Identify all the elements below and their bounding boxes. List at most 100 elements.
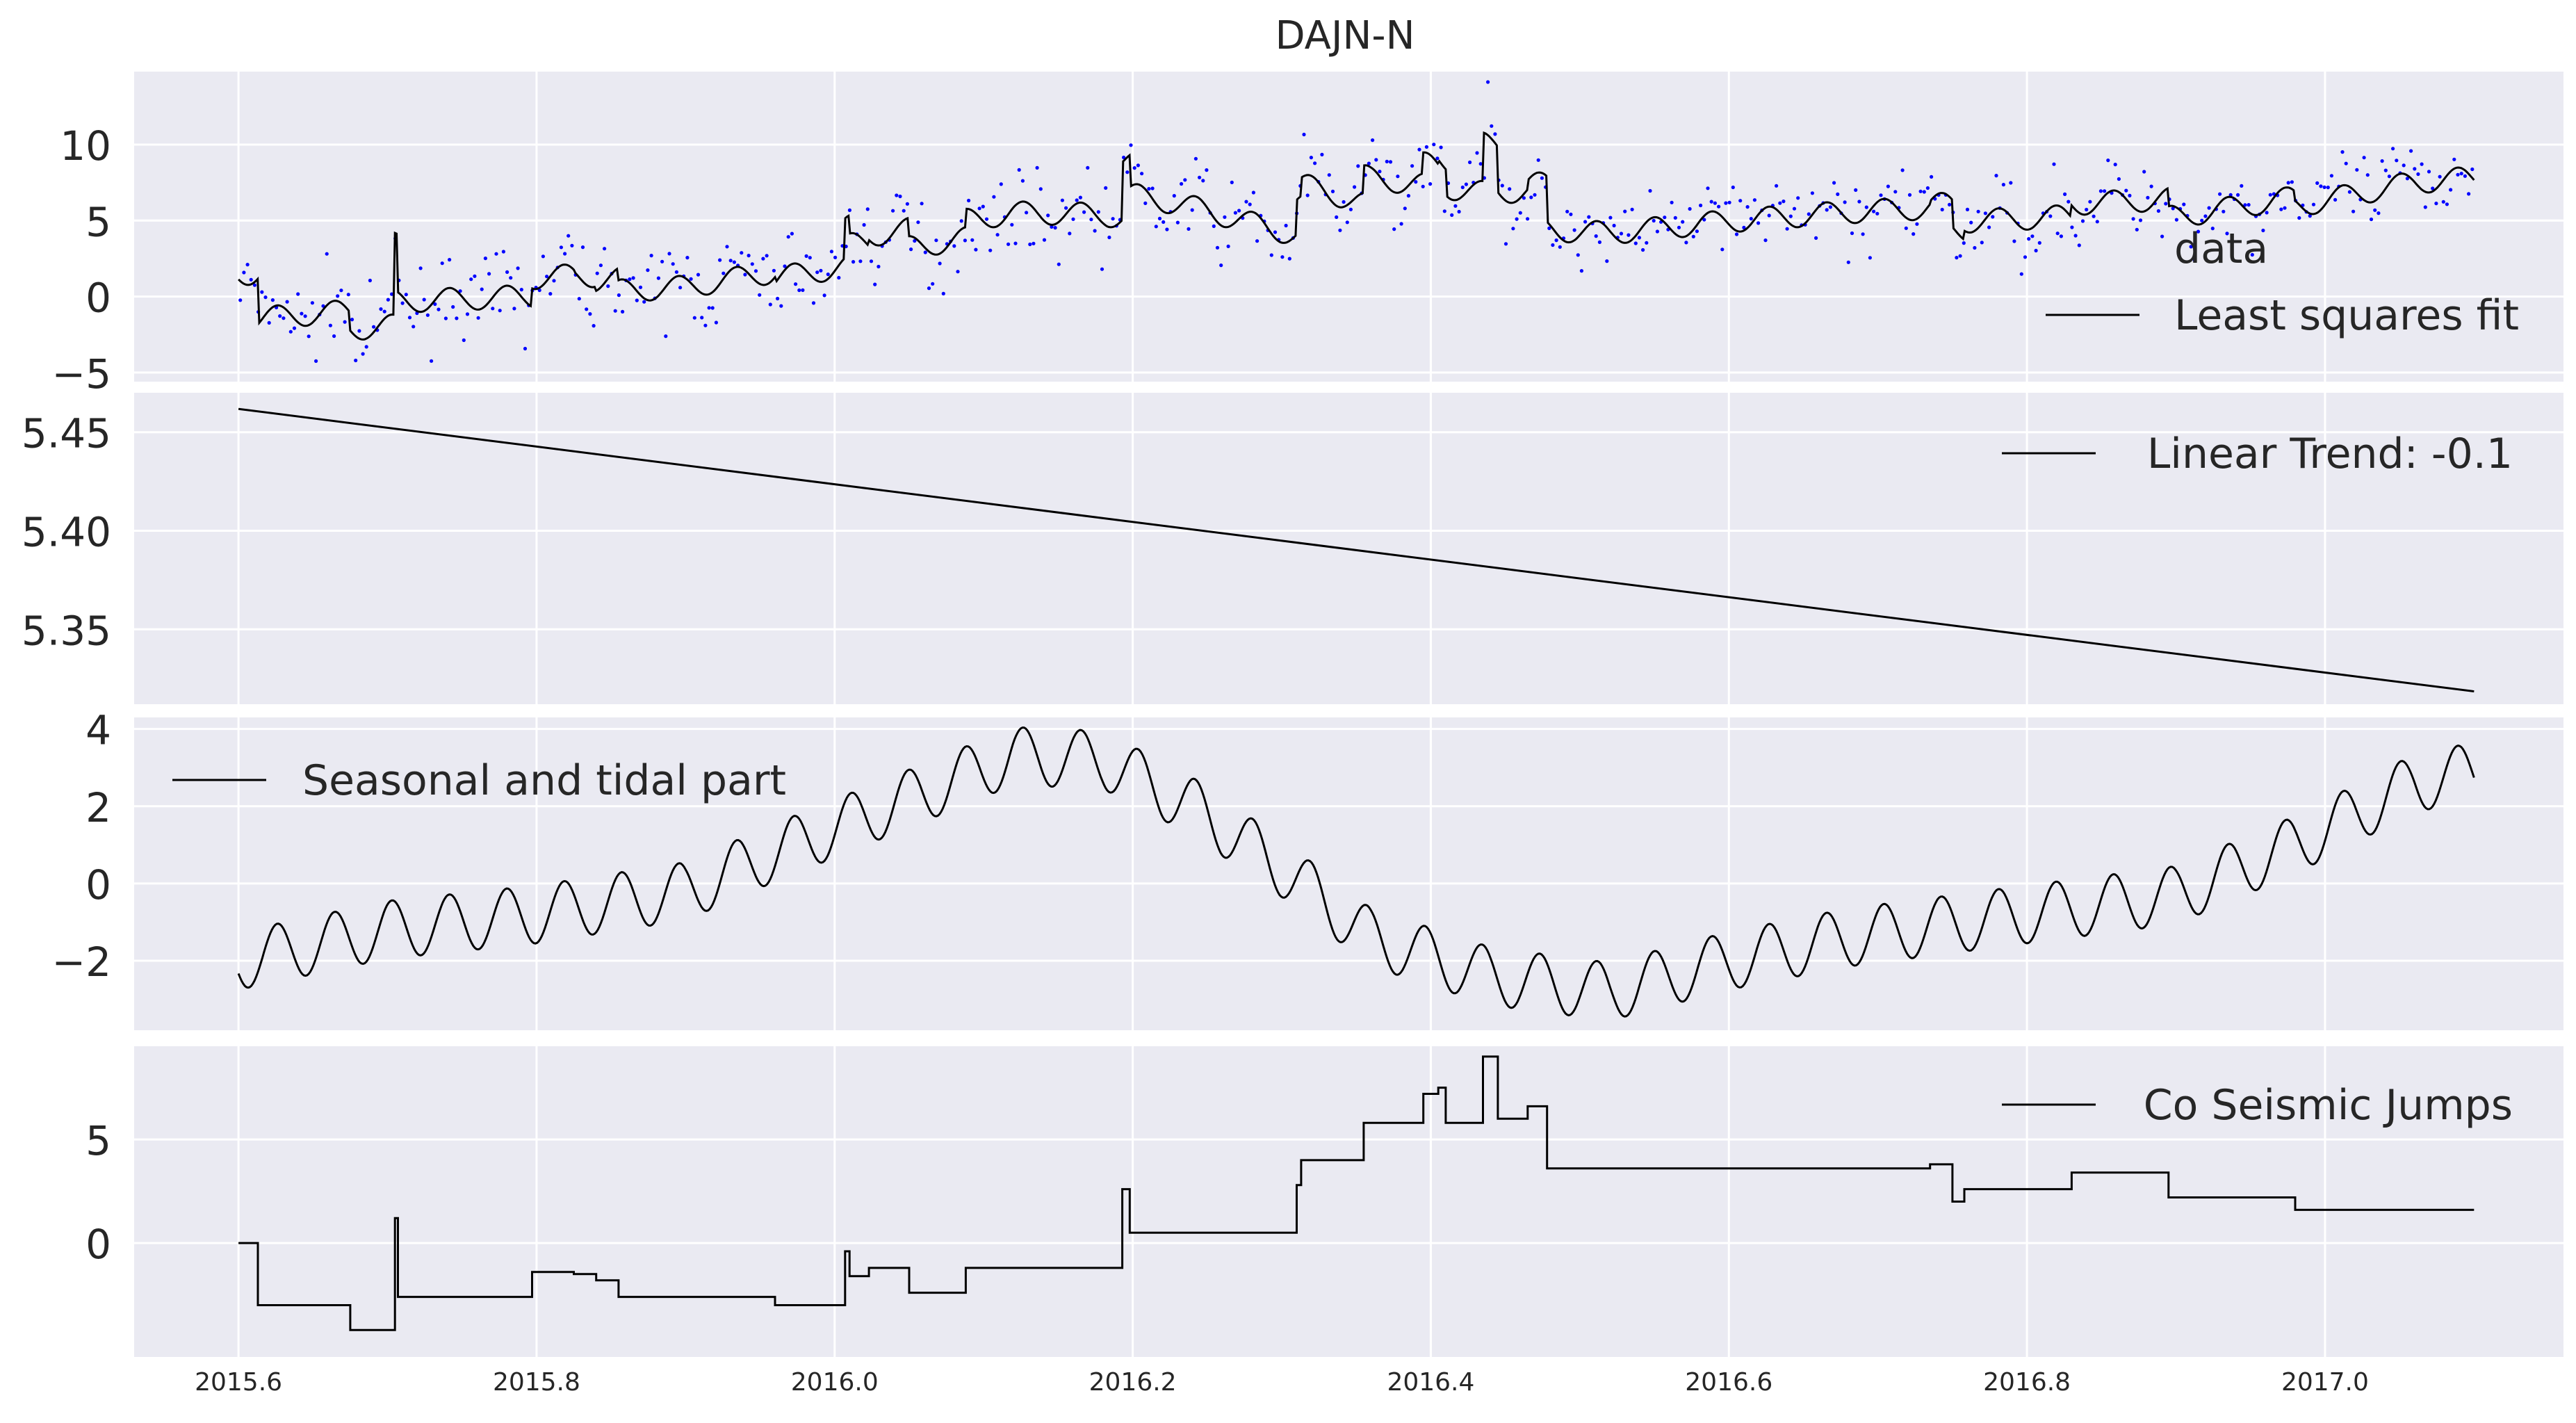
data-point xyxy=(970,238,975,242)
data-point xyxy=(364,345,368,349)
data-point xyxy=(541,254,546,259)
data-point xyxy=(1655,229,1659,234)
data-point xyxy=(753,269,758,273)
data-point xyxy=(1251,190,1255,195)
data-point xyxy=(451,304,455,309)
y-tick-label: 5 xyxy=(85,1117,111,1164)
data-point xyxy=(2124,188,2128,193)
data-point xyxy=(1111,217,1115,221)
data-point xyxy=(332,334,336,339)
data-point xyxy=(2055,231,2060,236)
data-point xyxy=(1958,254,1962,258)
data-point xyxy=(678,286,683,290)
data-point xyxy=(1255,239,1260,243)
data-point xyxy=(1020,179,1025,183)
data-point xyxy=(2351,209,2356,213)
data-point xyxy=(1219,263,1223,268)
data-point xyxy=(1460,185,1465,190)
data-point xyxy=(869,259,874,263)
data-point xyxy=(1371,138,1375,143)
data-point xyxy=(1223,215,1227,219)
data-point xyxy=(1122,155,1126,160)
data-point xyxy=(1540,176,1544,180)
data-point xyxy=(325,252,329,256)
data-point xyxy=(722,271,726,275)
data-point xyxy=(1406,194,1410,198)
y-tick-label: 2 xyxy=(85,784,111,831)
data-point xyxy=(649,254,653,258)
data-point xyxy=(1215,245,1220,250)
data-point xyxy=(822,293,826,298)
data-point xyxy=(1478,162,1483,166)
data-point xyxy=(476,316,480,320)
panel-seasonal-background xyxy=(134,717,2563,1030)
data-point xyxy=(2156,209,2160,213)
data-point xyxy=(916,220,920,225)
data-point xyxy=(1421,184,1425,188)
data-point xyxy=(1785,227,1789,231)
data-point xyxy=(354,358,358,363)
data-point xyxy=(1633,241,1638,245)
data-point xyxy=(707,306,711,310)
data-point xyxy=(1663,216,1667,220)
data-point xyxy=(1432,143,1436,147)
data-point xyxy=(382,309,386,314)
seasonal-line xyxy=(237,726,2475,1018)
data-point xyxy=(465,312,470,316)
data-point xyxy=(307,334,311,339)
data-point xyxy=(1828,205,1832,209)
data-point xyxy=(339,288,343,293)
data-point xyxy=(1269,253,1273,257)
data-point xyxy=(1107,235,1111,240)
data-point xyxy=(1608,216,1613,220)
data-point xyxy=(1453,204,1458,208)
data-point xyxy=(483,257,488,261)
linear-trend-line xyxy=(238,407,2475,693)
data-point xyxy=(667,252,671,256)
data-point xyxy=(1983,211,1987,216)
data-point xyxy=(260,290,264,294)
data-point xyxy=(1734,232,1739,236)
x-tick-label: 2016.0 xyxy=(791,1368,879,1397)
data-point xyxy=(2174,218,2178,222)
data-point xyxy=(2347,190,2351,194)
data-point xyxy=(776,296,780,301)
data-point xyxy=(1900,168,1905,172)
data-point xyxy=(487,272,491,276)
data-point xyxy=(1670,200,1674,204)
data-point xyxy=(2059,234,2063,238)
data-point xyxy=(1378,170,1382,174)
data-point xyxy=(2207,206,2211,210)
data-point xyxy=(1508,187,1512,191)
data-point xyxy=(772,268,776,273)
data-point xyxy=(2297,216,2301,220)
data-point xyxy=(249,277,253,282)
data-point xyxy=(1129,143,1133,147)
data-point xyxy=(1857,200,1861,204)
data-point xyxy=(613,309,617,313)
data-point xyxy=(2019,272,2023,276)
data-point xyxy=(2200,218,2204,222)
data-point xyxy=(494,252,498,256)
data-point xyxy=(765,254,769,258)
data-point xyxy=(343,320,347,324)
data-point xyxy=(1551,243,1555,247)
data-point xyxy=(2380,159,2384,163)
data-point xyxy=(1017,168,1021,172)
data-point xyxy=(1612,223,1616,228)
data-point xyxy=(577,297,581,301)
data-point xyxy=(2225,231,2229,236)
data-point xyxy=(2236,193,2240,197)
data-point xyxy=(1172,194,1176,198)
data-point xyxy=(357,329,361,333)
data-point xyxy=(1814,236,1818,240)
data-point xyxy=(491,307,495,311)
data-point xyxy=(2431,186,2435,190)
data-point xyxy=(566,234,571,238)
data-point xyxy=(1424,145,1428,149)
data-point xyxy=(418,266,423,270)
data-point xyxy=(1042,238,1047,242)
data-point xyxy=(2095,220,2099,224)
data-point xyxy=(638,285,643,289)
data-point xyxy=(1630,207,1634,211)
